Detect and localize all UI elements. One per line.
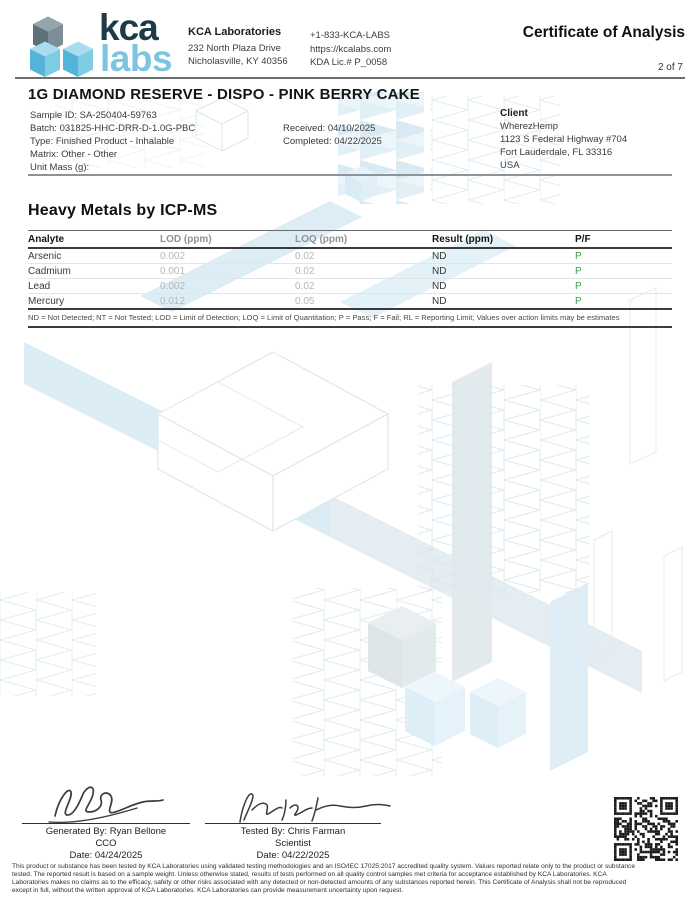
cell-lod: 0.002 bbox=[160, 250, 186, 262]
lab-address-line1: 232 North Plaza Drive bbox=[188, 42, 281, 54]
sample-title: 1G DIAMOND RESERVE - DISPO - PINK BERRY … bbox=[28, 86, 420, 103]
cell-lod: 0.001 bbox=[160, 265, 186, 277]
header-divider bbox=[15, 77, 685, 79]
cell-loq: 0.05 bbox=[295, 295, 315, 307]
kca-logo-cubes-icon bbox=[30, 16, 93, 77]
cell-analyte: Lead bbox=[28, 280, 51, 292]
cell-lod: 0.012 bbox=[160, 295, 186, 307]
completed-date: Completed: 04/22/2025 bbox=[283, 136, 382, 147]
generated-by: Generated By: Ryan Bellone bbox=[45, 826, 167, 837]
col-loq: LOQ (ppm) bbox=[295, 233, 348, 245]
logo-text-labs: labs bbox=[100, 38, 173, 79]
lab-license: KDA Lic.# P_0058 bbox=[310, 57, 388, 68]
sample-batch: Batch: 031825-HHC-DRR-D-1.0G-PBC bbox=[30, 123, 196, 134]
sample-matrix: Matrix: Other - Other bbox=[30, 149, 118, 160]
tested-by-title: Scientist bbox=[275, 838, 311, 849]
tested-by-date: Date: 04/22/2025 bbox=[256, 850, 330, 861]
cell-pf: P bbox=[575, 250, 582, 262]
lab-phone: +1-833-KCA-LABS bbox=[310, 30, 390, 41]
col-lod: LOD (ppm) bbox=[160, 233, 212, 245]
signature-generated-by bbox=[48, 786, 164, 824]
col-analyte: Analyte bbox=[28, 233, 65, 245]
signature-line-tested bbox=[205, 823, 381, 824]
cell-analyte: Mercury bbox=[28, 295, 65, 307]
disclaimer-text: This product or substance has been teste… bbox=[12, 863, 690, 895]
sample-divider bbox=[28, 174, 672, 176]
cell-result: ND bbox=[432, 265, 447, 277]
lab-address-block: KCA Laboratories 232 North Plaza Drive N… bbox=[188, 26, 288, 69]
heavy-metals-table: Analyte LOD (ppm) LOQ (ppm) Result (ppm)… bbox=[28, 230, 672, 328]
cell-analyte: Cadmium bbox=[28, 265, 71, 277]
tested-by: Tested By: Chris Farman bbox=[240, 826, 346, 837]
client-name: WherezHemp bbox=[500, 121, 559, 132]
disclaimer-line: This product or substance has been teste… bbox=[12, 863, 635, 870]
client-address1: 1123 S Federal Highway #704 bbox=[500, 134, 628, 145]
cell-pf: P bbox=[575, 280, 582, 292]
sample-info-block: Sample ID: SA-250404-59763 Batch: 031825… bbox=[30, 109, 195, 174]
col-result: Result (ppm) bbox=[432, 233, 494, 245]
generated-by-block: Generated By: Ryan Bellone CCO Date: 04/… bbox=[22, 826, 190, 862]
cell-result: ND bbox=[432, 280, 447, 292]
table-row: Mercury 0.012 0.05 ND P bbox=[28, 293, 672, 308]
generated-by-date: Date: 04/24/2025 bbox=[69, 850, 143, 861]
page-indicator: 2 of 7 bbox=[657, 62, 683, 73]
col-pf: P/F bbox=[575, 233, 591, 245]
tested-by-block: Tested By: Chris Farman Scientist Date: … bbox=[205, 826, 381, 862]
client-address2: Fort Lauderdale, FL 33316 bbox=[500, 147, 613, 158]
lab-address-line2: Nicholasville, KY 40356 bbox=[188, 56, 288, 67]
cell-loq: 0.02 bbox=[295, 280, 315, 292]
disclaimer-line: tested. The reported result is based on … bbox=[12, 870, 607, 878]
sample-id: Sample ID: SA-250404-59763 bbox=[30, 110, 157, 121]
generated-by-title: CCO bbox=[95, 838, 117, 849]
received-date: Received: 04/10/2025 bbox=[283, 123, 376, 134]
lab-name: KCA Laboratories bbox=[188, 26, 282, 38]
client-country: USA bbox=[500, 160, 520, 171]
document-type-title: Certificate of Analysis bbox=[522, 24, 685, 41]
disclaimer-line: Laboratories makes no claims as to the e… bbox=[12, 878, 627, 886]
dates-block: Received: 04/10/2025 Completed: 04/22/20… bbox=[283, 122, 382, 148]
cell-loq: 0.02 bbox=[295, 265, 315, 277]
signature-tested-by bbox=[239, 793, 391, 823]
cell-lod: 0.002 bbox=[160, 280, 186, 292]
lab-contact-block: +1-833-KCA-LABS https://kcalabs.com KDA … bbox=[310, 29, 391, 70]
sample-type: Type: Finished Product - Inhalable bbox=[30, 136, 175, 147]
sample-unit-mass: Unit Mass (g): bbox=[30, 162, 90, 173]
table-footnote: ND = Not Detected; NT = Not Tested; LOD … bbox=[28, 313, 672, 328]
table-row: Arsenic 0.002 0.02 ND P bbox=[28, 249, 672, 263]
cell-loq: 0.02 bbox=[295, 250, 315, 262]
table-row: Cadmium 0.001 0.02 ND P bbox=[28, 263, 672, 278]
cell-pf: P bbox=[575, 265, 582, 277]
table-header-row: Analyte LOD (ppm) LOQ (ppm) Result (ppm)… bbox=[28, 231, 672, 249]
cell-pf: P bbox=[575, 295, 582, 307]
signature-line-generated bbox=[22, 823, 190, 824]
table-row: Lead 0.002 0.02 ND P bbox=[28, 278, 672, 293]
cell-result: ND bbox=[432, 295, 447, 307]
client-label: Client bbox=[500, 108, 528, 119]
cell-analyte: Arsenic bbox=[28, 250, 62, 262]
section-title-heavy-metals: Heavy Metals by ICP-MS bbox=[28, 202, 218, 219]
qr-code bbox=[614, 797, 678, 861]
disclaimer-line: except in full, without the written appr… bbox=[12, 886, 404, 894]
client-block: Client WherezHemp 1123 S Federal Highway… bbox=[500, 107, 627, 172]
cell-result: ND bbox=[432, 250, 447, 262]
logo-text-kca: kca bbox=[99, 7, 159, 48]
table-body: Arsenic 0.002 0.02 ND P Cadmium 0.001 0.… bbox=[28, 249, 672, 310]
lab-website: https://kcalabs.com bbox=[310, 43, 392, 55]
